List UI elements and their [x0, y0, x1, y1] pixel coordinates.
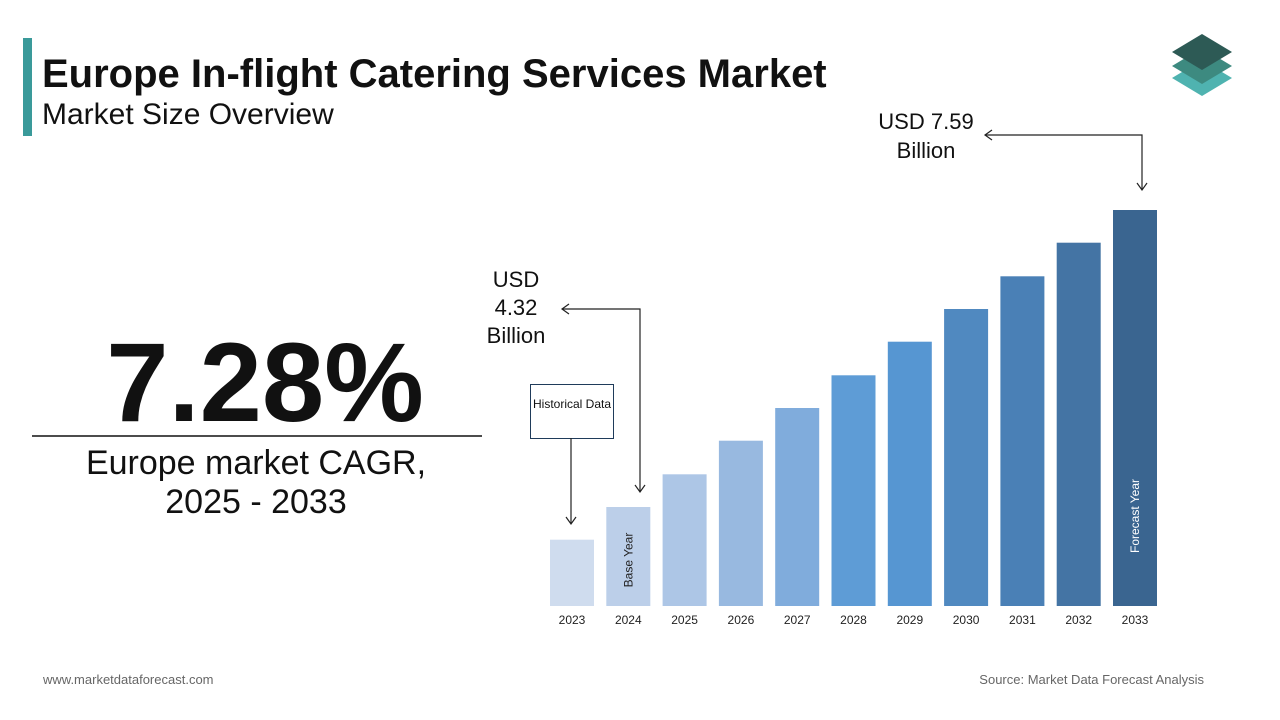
- bar: [775, 408, 820, 606]
- bar: [662, 474, 707, 606]
- bar: [887, 341, 932, 606]
- subtitle: Market Size Overview: [42, 98, 334, 131]
- x-tick-label: 2031: [1009, 613, 1036, 627]
- x-tick-label: 2032: [1065, 613, 1092, 627]
- annotation: Forecast Year: [1128, 479, 1142, 553]
- bar: [606, 507, 651, 606]
- annotation: USD 7.59 Billion: [878, 109, 974, 163]
- x-tick-label: 2024: [615, 613, 642, 627]
- annotation: USD 4.32 Billion: [486, 267, 546, 348]
- x-tick-label: 2023: [559, 613, 586, 627]
- historical-box: [530, 384, 614, 439]
- accent-bar: [23, 38, 32, 136]
- kpi-value: 7.28%: [106, 320, 424, 445]
- x-tick-label: 2030: [953, 613, 980, 627]
- x-tick-label: 2025: [671, 613, 698, 627]
- arrows: [560, 129, 1148, 526]
- bar: [1000, 276, 1045, 606]
- logo: [1172, 34, 1232, 96]
- annotation: Historical Data: [532, 397, 612, 411]
- x-tick-label: 2029: [896, 613, 923, 627]
- x-tick-label: 2027: [784, 613, 811, 627]
- source: Source: Market Data Forecast Analysis: [979, 672, 1204, 687]
- bar: [718, 440, 763, 606]
- bar: [944, 309, 989, 606]
- website: www.marketdataforecast.com: [43, 672, 214, 687]
- x-tick-label: 2033: [1122, 613, 1149, 627]
- bar: [1113, 210, 1157, 606]
- x-tick-label: 2028: [840, 613, 867, 627]
- bar: [1056, 242, 1101, 606]
- title: Europe In-flight Catering Services Marke…: [42, 52, 827, 96]
- x-tick-label: 2026: [728, 613, 755, 627]
- kpi-label: Europe market CAGR, 2025 - 2033: [85, 444, 427, 521]
- annotation: Base Year: [621, 533, 635, 588]
- bar: [831, 375, 876, 606]
- bar: [550, 539, 594, 606]
